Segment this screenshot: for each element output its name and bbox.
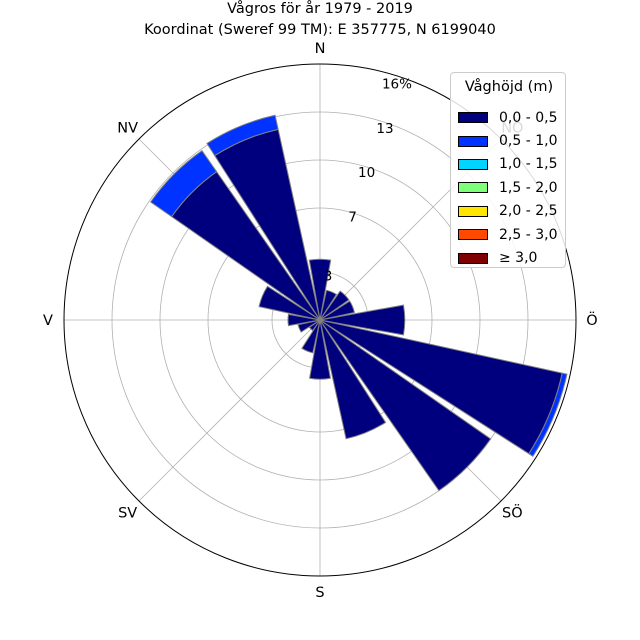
rose-bar-v-bin-0 (287, 313, 321, 327)
radial-tick-label: 16% (382, 76, 412, 92)
legend-list: 0,0 - 0,5 0,5 - 1,0 1,0 - 1,5 1,5 - 2,0 2,0 … (458, 106, 557, 270)
radial-tick-label: 7 (348, 210, 357, 226)
legend-label: ≥ 3,0 (499, 250, 538, 267)
legend-title: Våghöjd (m) (464, 79, 554, 95)
legend-swatch (458, 229, 488, 241)
compass-label: Ö (586, 311, 597, 329)
legend-swatch (458, 158, 488, 170)
bars (149, 114, 568, 492)
legend-item: 0,5 - 1,0 (458, 129, 557, 152)
legend-item: 2,5 - 3,0 (458, 223, 557, 246)
legend-swatch (458, 182, 488, 194)
rose-bar-ssv-bin-0 (301, 319, 321, 354)
legend-item: ≥ 3,0 (458, 246, 557, 269)
legend-swatch (458, 112, 488, 124)
radial-tick-label: 13 (376, 121, 393, 137)
rose-bar-vnv-bin-0 (258, 285, 321, 321)
rose-bar-nv-bin-1 (149, 149, 218, 218)
legend-swatch (458, 252, 488, 264)
polar-frame (63, 63, 577, 577)
legend-item: 0,0 - 0,5 (458, 106, 557, 129)
compass-label: N (315, 41, 326, 57)
chart-subtitle: Koordinat (Sweref 99 TM): E 357775, N 61… (144, 22, 496, 38)
legend-label: 2,5 - 3,0 (499, 226, 558, 243)
legend-label: 1,5 - 2,0 (499, 179, 558, 196)
legend-swatch (458, 135, 488, 147)
legend-label: 2,0 - 2,5 (499, 203, 558, 220)
legend-item: 1,0 - 1,5 (458, 153, 557, 176)
compass-label: NV (117, 121, 138, 137)
grid-spoke (138, 319, 321, 502)
legend-item: 2,0 - 2,5 (458, 200, 557, 223)
rose-bar-ssö-bin-0 (319, 319, 387, 440)
rose-bar-ösö-bin-1 (528, 372, 568, 457)
compass-label: SV (118, 505, 137, 521)
compass-label: SÖ (502, 503, 523, 521)
rose-bar-s-bin-0 (309, 319, 331, 380)
chart-title: Vågros för år 1979 - 2019 (227, 0, 413, 17)
legend-label: 0,5 - 1,0 (499, 133, 558, 150)
rose-bar-önö-bin-0 (319, 300, 355, 321)
rose-bar-sö-bin-0 (319, 319, 492, 492)
compass-label: S (315, 585, 324, 601)
radial-tick-labels: 3 7 10 13 16% (324, 76, 412, 284)
rose-bar-n-bin-0 (308, 258, 332, 321)
rose-bar-nnö-bin-0 (319, 289, 338, 321)
legend-label: 0,0 - 0,5 (499, 109, 558, 126)
legend-item: 1,5 - 2,0 (458, 176, 557, 199)
legend-label: 1,0 - 1,5 (499, 156, 558, 173)
radial-tick-label: 3 (324, 269, 333, 285)
rose-bar-nö-bin-0 (319, 290, 350, 321)
legend-swatch (458, 205, 488, 217)
rose-bar-sv-bin-0 (308, 319, 321, 332)
rose-bar-ö-bin-0 (319, 304, 406, 336)
radial-tick-label: 10 (358, 165, 375, 181)
compass-label: V (43, 313, 53, 329)
rose-bar-nnv-bin-1 (206, 114, 279, 157)
rose-bar-vsv-bin-0 (297, 319, 321, 333)
legend: Våghöjd (m) 0,0 - 0,5 0,5 - 1,0 1,0 - 1,5 1… (450, 72, 566, 268)
